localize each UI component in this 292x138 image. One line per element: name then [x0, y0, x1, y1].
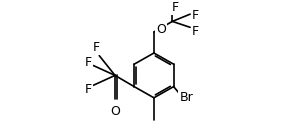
Text: F: F	[192, 9, 199, 22]
Text: F: F	[85, 56, 92, 69]
Text: F: F	[171, 1, 178, 14]
Text: F: F	[92, 41, 100, 54]
Text: Br: Br	[179, 91, 193, 104]
Text: F: F	[85, 83, 92, 96]
Text: O: O	[156, 23, 166, 36]
Text: F: F	[192, 25, 199, 39]
Text: O: O	[110, 105, 120, 118]
